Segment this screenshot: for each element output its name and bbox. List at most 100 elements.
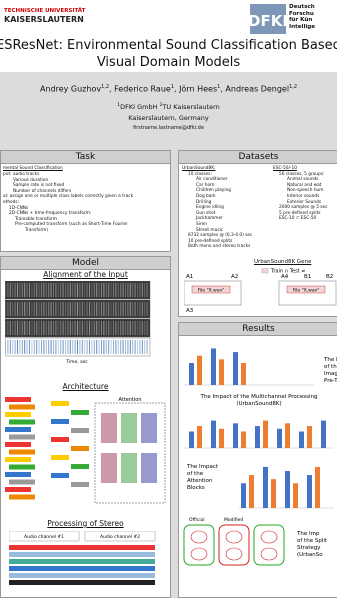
spectro-stripe <box>105 321 107 335</box>
stereo-block <box>9 566 155 571</box>
spectro-stripe <box>67 302 69 316</box>
split-label: A4 <box>281 274 289 280</box>
spectro-stripe <box>17 321 18 335</box>
spectro-stripe <box>53 340 54 354</box>
stereo-block <box>9 552 155 557</box>
spectro-stripe <box>103 283 105 297</box>
spectro-stripe <box>41 302 42 316</box>
result-text: The Imp <box>296 531 320 537</box>
spectro-stripe <box>72 283 74 297</box>
spectro-stripe <box>115 283 117 297</box>
spectro-stripe <box>120 302 122 316</box>
layer-block <box>9 404 35 410</box>
dfki-text: Deutsch Forschu für Kün Intellige <box>289 4 315 30</box>
spectro-stripe <box>62 340 64 354</box>
channel-box <box>84 531 156 542</box>
spectro-stripe <box>48 302 50 316</box>
result-text: Attention <box>187 478 213 484</box>
result-bar <box>211 348 216 385</box>
spectro-stripe <box>110 283 112 297</box>
spectro-stripe <box>31 283 33 297</box>
section-title: Results <box>179 323 337 336</box>
spectro-stripe <box>98 302 100 316</box>
spectro-stripe <box>67 340 69 354</box>
result-bar <box>271 479 276 508</box>
attention-block <box>101 413 117 443</box>
author-affiliation: 1 <box>217 84 221 90</box>
spectro-stripe <box>19 321 21 335</box>
dataset-item: Air conditioner <box>196 177 228 183</box>
attention-label: Attention <box>118 397 141 403</box>
spectro-stripe <box>132 340 134 354</box>
diagram-label: Official <box>189 517 205 523</box>
result-bar <box>219 359 224 385</box>
result-bar <box>241 483 246 508</box>
spectro-stripe <box>98 283 100 297</box>
result-text: The Impact of the Multichannel Processin… <box>200 394 318 400</box>
spectro-stripe <box>84 340 86 354</box>
spectro-stripe <box>21 321 23 335</box>
dataset-item: Animal sounds <box>287 177 319 183</box>
layer-block <box>9 449 35 455</box>
spectro-stripe <box>117 340 119 354</box>
spectro-stripe <box>144 340 146 354</box>
task-item: Sample rate is not fixed <box>13 183 65 189</box>
spectro-stripe <box>50 321 52 335</box>
layer-block <box>9 434 35 440</box>
spectro-stripe <box>91 283 93 297</box>
spectro-stripe <box>55 302 57 316</box>
spectro-stripe <box>105 302 107 316</box>
authors: Andrey Guzhov1,2, Federico Raue1, Jörn H… <box>0 84 337 94</box>
spectro-stripe <box>79 302 81 316</box>
layer-block <box>71 464 89 469</box>
spectro-stripe <box>50 340 52 354</box>
layer-block <box>9 479 35 485</box>
layer-block <box>51 455 69 460</box>
spectro-stripe <box>98 321 100 335</box>
spectro-stripe <box>31 321 33 335</box>
result-bar <box>249 475 254 508</box>
spectro-stripe <box>93 340 95 354</box>
result-bar <box>321 420 326 448</box>
spectro-stripe <box>139 340 141 354</box>
spectro-stripe <box>103 321 105 335</box>
spectro-stripe <box>36 340 38 354</box>
dataset-item: Jackhammer <box>196 216 223 222</box>
dataset-item: Natural and wat <box>287 182 322 188</box>
subheading: Alignment of the Input <box>43 270 128 279</box>
file-box <box>191 285 231 294</box>
spectro-stripe <box>45 283 47 297</box>
spectro-stripe <box>93 321 95 335</box>
spectro-stripe <box>81 283 83 297</box>
split-item <box>190 547 208 561</box>
task-item: 1D-CNNs <box>9 205 29 211</box>
spectro-stripe <box>144 321 146 335</box>
author: , Jörn Hees <box>174 84 218 94</box>
result-bar <box>219 428 224 448</box>
spectro-stripe <box>12 340 14 354</box>
split-item <box>260 547 278 561</box>
spectro-stripe <box>69 283 71 297</box>
stereo-diagram: Audio channel #1 Audio channel #2 <box>9 531 156 585</box>
section-title: Datasets <box>179 151 337 164</box>
layer-block <box>51 473 69 478</box>
dataset-item: 10 classes: <box>188 171 212 177</box>
result-bar <box>277 428 282 448</box>
author-affiliation: 1,2 <box>101 84 110 90</box>
spectro-stripe <box>29 321 30 335</box>
spectro-stripe <box>36 283 38 297</box>
spectro-stripe <box>45 302 47 316</box>
spectro-stripe <box>65 283 66 297</box>
affiliation: TU Kaiserslautern <box>162 103 220 112</box>
spectro-stripe <box>132 302 134 316</box>
dfki-line: Deutsch <box>289 4 315 10</box>
spectro-stripe <box>134 340 136 354</box>
dataset-item: Dog bark <box>196 194 216 199</box>
spectro-stripe <box>84 302 86 316</box>
spectro-stripe <box>141 340 143 354</box>
split-label: A3 <box>186 308 194 314</box>
dataset-item: Street music <box>196 227 224 233</box>
spectro-stripe <box>50 302 52 316</box>
spectro-stripe <box>84 321 86 335</box>
spectro-stripe <box>89 321 90 335</box>
